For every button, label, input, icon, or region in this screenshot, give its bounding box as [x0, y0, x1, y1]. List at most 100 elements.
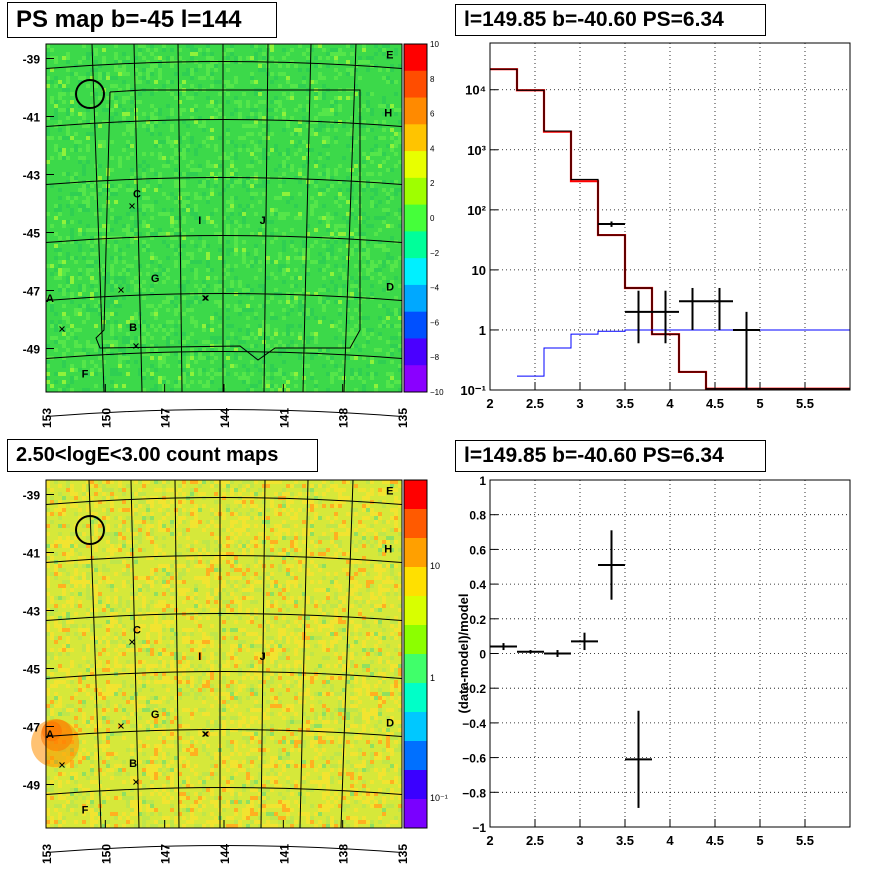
- colorbar-frame: [403, 43, 428, 393]
- source-label-E: E: [386, 486, 393, 498]
- spectrum-title: l=149.85 b=-40.60 PS=6.34: [455, 4, 766, 36]
- y-tick-label: -49: [23, 779, 41, 793]
- colorbar-tick-label: −8: [430, 353, 440, 362]
- y-tick-label: −0.8: [462, 786, 486, 800]
- y-axis-label: (data-model)/model: [456, 594, 471, 714]
- colorbar-segment: [404, 124, 427, 152]
- source-cross-marker: [133, 343, 139, 349]
- latitude-line: [45, 61, 403, 69]
- colorbar-tick-label: −10: [430, 388, 444, 397]
- y-tick-label: -45: [23, 227, 41, 241]
- x-tick-label: 2: [486, 396, 493, 411]
- y-tick-label: -41: [23, 547, 41, 561]
- y-tick-label: 0.6: [469, 543, 486, 557]
- latitude-line: [45, 351, 403, 359]
- x-tick-label: 2: [486, 833, 493, 848]
- colorbar-segment: [404, 770, 427, 800]
- spectrum-plot: 2 2.5 3 3.5 4 4.5 5 5.5 10⁻¹ 1 10 10² 10³ 10⁴: [460, 42, 851, 411]
- colorbar-segment: [404, 596, 427, 626]
- source-label-I: I: [198, 651, 201, 663]
- y-tick-label: −1: [472, 821, 486, 835]
- source-label-D: D: [386, 282, 394, 294]
- x-tick-label: 3: [576, 396, 583, 411]
- source-label-J: J: [260, 215, 266, 227]
- ps-map-plot: A B C D E F G H I J -39 -41 -43 -45 -47 -49 153 150 147 144…: [23, 40, 444, 428]
- x-tick-label: 138: [337, 844, 351, 864]
- ps-position-circle: [75, 515, 105, 545]
- colorbar-segment: [404, 151, 427, 179]
- y-tick-label: -47: [23, 721, 41, 735]
- x-tick-label: 3: [576, 833, 583, 848]
- residual-panel: 2 2.5 3 3.5 4 4.5 5 5.5 −1 −0.8 −0.6 −0.4 −0.2 0 0.2 0.…: [448, 436, 896, 872]
- x-tick-label: 5.5: [796, 833, 814, 848]
- colorbar-segment: [404, 338, 427, 366]
- colorbar-tick-label: 4: [430, 144, 435, 153]
- latitude-line: [45, 293, 403, 301]
- y-tick-label: 0.8: [469, 509, 486, 523]
- source-label-H: H: [384, 108, 392, 120]
- x-tick-label: 147: [159, 844, 173, 864]
- y-tick-label: -47: [23, 285, 41, 299]
- source-label-F: F: [82, 805, 89, 817]
- spectrum-panel: 2 2.5 3 3.5 4 4.5 5 5.5 10⁻¹ 1 10 10² 10³ 10⁴ l=149.8…: [448, 0, 896, 436]
- latitude-line: [45, 613, 403, 621]
- x-tick-label: 138: [337, 408, 351, 428]
- x-tick-label: 4.5: [706, 833, 724, 848]
- colorbar-segment: [404, 799, 427, 829]
- colorbar-segment: [404, 258, 427, 286]
- spectrum-plot-area: [490, 43, 850, 390]
- colorbar-segment: [404, 231, 427, 259]
- source-cross-marker: [118, 723, 124, 729]
- source-cross-marker: [59, 326, 65, 332]
- x-tick-label: 144: [218, 408, 232, 428]
- x-tick-label: 2.5: [526, 833, 544, 848]
- y-tick-label: 10³: [467, 143, 486, 158]
- longitude-line: [133, 43, 143, 393]
- latitude-line: [45, 119, 403, 127]
- latitude-line: [45, 409, 403, 417]
- bright-source-A: [31, 719, 80, 768]
- x-tick-label: 5.5: [796, 396, 814, 411]
- colorbar-segment: [404, 712, 427, 742]
- y-tick-label: -39: [23, 53, 41, 67]
- latitude-line: [45, 787, 403, 795]
- colorbar-segment: [404, 480, 427, 510]
- source-cross-marker: [129, 639, 135, 645]
- y-tick-label: -39: [23, 489, 41, 503]
- source-label-D: D: [386, 718, 394, 730]
- colorbar-tick-label: 10: [430, 561, 440, 571]
- colorbar-segment: [404, 70, 427, 99]
- source-label-G: G: [151, 709, 160, 721]
- x-tick-label: 3.5: [616, 396, 634, 411]
- colorbar-segment: [404, 625, 427, 655]
- source-label-B: B: [129, 322, 137, 334]
- colorbar-segment: [404, 567, 427, 597]
- y-tick-label: -41: [23, 111, 41, 125]
- longitude-line: [340, 479, 354, 829]
- colorbar-tick-label: 1: [430, 673, 435, 683]
- y-tick-label: −0.4: [462, 717, 486, 731]
- count-map-panel: A B C D E F G H I J -39 -41 -43 -45 -47 -49 153 150 147 144…: [0, 436, 448, 872]
- source-label-I: I: [198, 215, 201, 227]
- ps-position-circle: [75, 79, 105, 109]
- colorbar-tick-label: −6: [430, 318, 440, 327]
- source-cross-marker: [118, 287, 124, 293]
- y-tick-label: -49: [23, 343, 41, 357]
- source-cross-marker: [203, 295, 209, 301]
- source-label-E: E: [386, 50, 393, 62]
- colorbar-tick-label: −4: [430, 284, 440, 293]
- latitude-line: [45, 497, 403, 505]
- colorbar-segment: [404, 97, 427, 125]
- y-tick-label: 10⁴: [465, 83, 486, 98]
- y-tick-label: 0.4: [469, 578, 486, 592]
- ps-map-panel: A B C D E F G H I J -39 -41 -43 -45 -47 -49 153 150 147 144…: [0, 0, 448, 436]
- y-tick-label: 10⁻¹: [460, 383, 486, 398]
- x-tick-label: 135: [396, 844, 410, 864]
- latitude-line: [45, 671, 403, 679]
- residual-title: l=149.85 b=-40.60 PS=6.34: [455, 440, 766, 472]
- source-cross-marker: [133, 779, 139, 785]
- y-tick-label: −0.2: [462, 682, 486, 696]
- y-tick-label: -45: [23, 663, 41, 677]
- source-label-G: G: [151, 273, 160, 285]
- colorbar-segment: [404, 284, 427, 313]
